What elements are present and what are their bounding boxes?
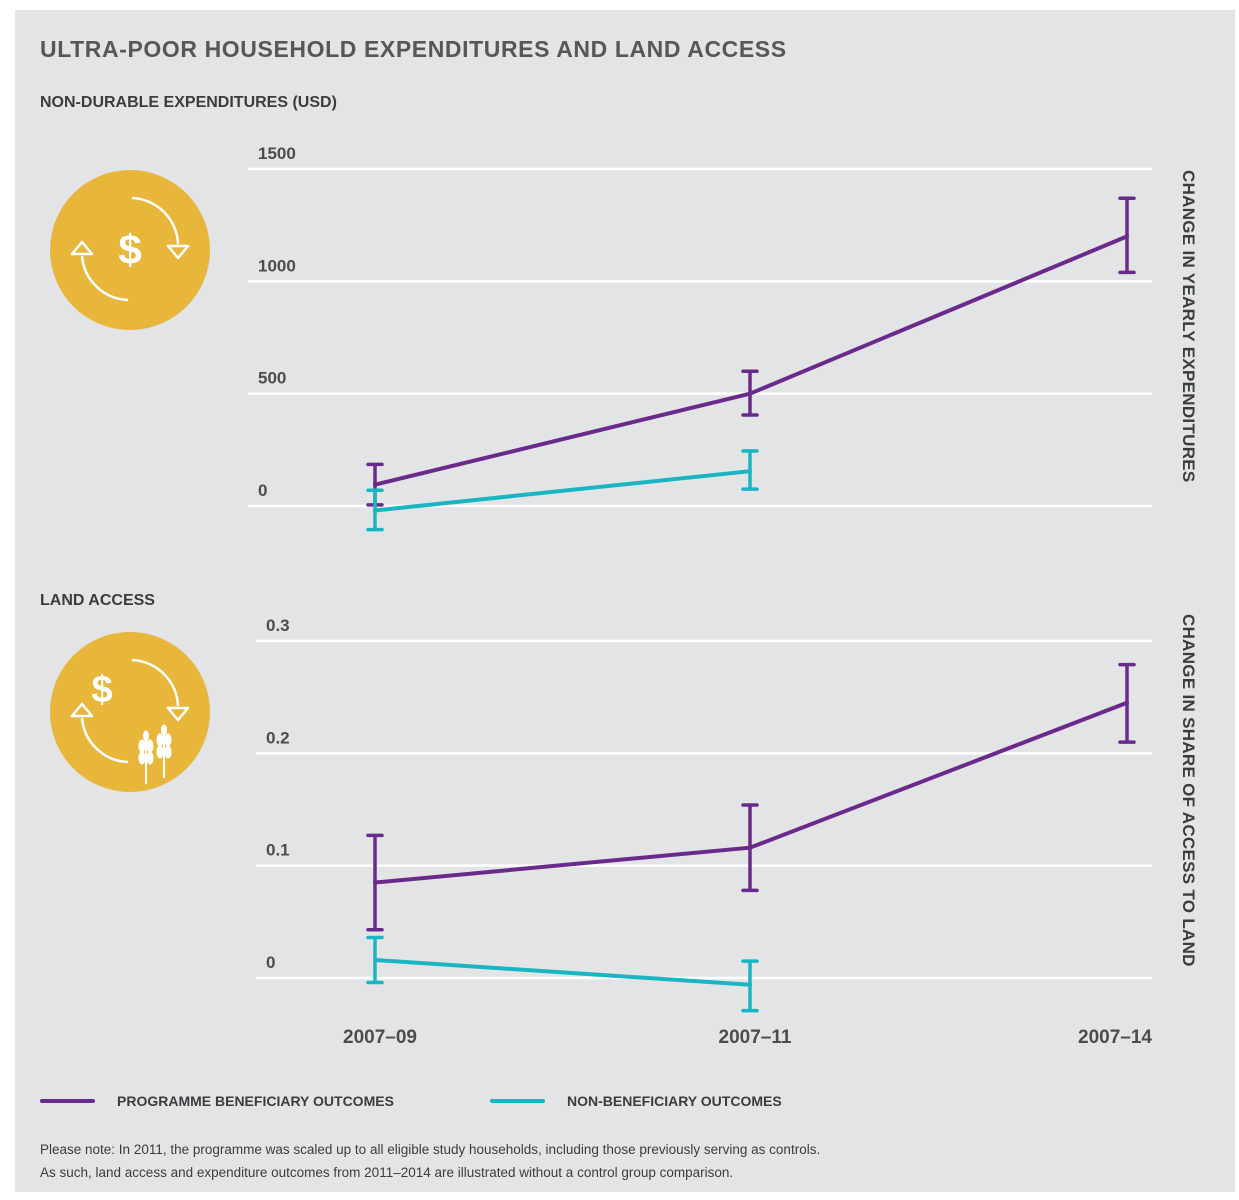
legend-label-beneficiary: PROGRAMME BENEFICIARY OUTCOMES <box>117 1093 394 1109</box>
x-tick-label: 2007–09 <box>343 1027 417 1048</box>
chart1-y-tick-label: 1000 <box>258 256 296 275</box>
chart1-y-tick-label: 0 <box>258 481 267 500</box>
footnote: Please note: In 2011, the programme was … <box>40 1138 820 1184</box>
chart2-y-axis-label: CHANGE IN SHARE OF ACCESS TO LAND <box>1179 614 1198 967</box>
legend-swatch-non-beneficiary <box>490 1099 545 1103</box>
page-title: ULTRA-POOR HOUSEHOLD EXPENDITURES AND LA… <box>40 36 787 62</box>
chart2-subtitle: LAND ACCESS <box>40 592 155 609</box>
chart1-y-tick-label: 500 <box>258 369 286 388</box>
chart2-y-tick-label: 0.3 <box>266 616 290 635</box>
legend-label-non-beneficiary: NON-BENEFICIARY OUTCOMES <box>567 1093 782 1109</box>
dollar-cycle-icon: $ <box>50 170 210 330</box>
charts-canvas: $ $ 1500 1000 500 0 0.3 0.2 0.1 0 2007–09 2007–11… <box>50 144 1152 1048</box>
chart1-beneficiary-line <box>373 234 1129 487</box>
chart2-y-tick-label: 0.2 <box>266 728 290 747</box>
chart-panel <box>15 10 1235 1192</box>
chart1-y-axis-label: CHANGE IN YEARLY EXPENDITURES <box>1179 170 1198 483</box>
dollar-wheat-cycle-icon: $ <box>50 632 210 792</box>
chart1-y-tick-label: 1500 <box>258 144 296 163</box>
chart2-beneficiary-line <box>373 700 1129 885</box>
x-tick-label: 2007–14 <box>1078 1027 1152 1048</box>
legend-item-non-beneficiary: NON-BENEFICIARY OUTCOMES <box>490 1093 782 1109</box>
svg-text:$: $ <box>118 226 141 273</box>
chart1-non-beneficiary-line <box>373 469 752 513</box>
legend-item-beneficiary: PROGRAMME BENEFICIARY OUTCOMES <box>40 1093 394 1109</box>
chart1-subtitle: NON-DURABLE EXPENDITURES (USD) <box>40 94 337 111</box>
chart2-non-beneficiary-line <box>373 958 752 987</box>
legend-swatch-beneficiary <box>40 1099 95 1103</box>
chart2-y-tick-label: 0 <box>266 953 275 972</box>
svg-text:$: $ <box>91 669 112 711</box>
chart2-y-tick-label: 0.1 <box>266 841 290 860</box>
footnote-line-1: Please note: In 2011, the programme was … <box>40 1142 821 1157</box>
footnote-line-2: As such, land access and expenditure out… <box>40 1165 734 1180</box>
x-tick-label: 2007–11 <box>719 1027 792 1048</box>
